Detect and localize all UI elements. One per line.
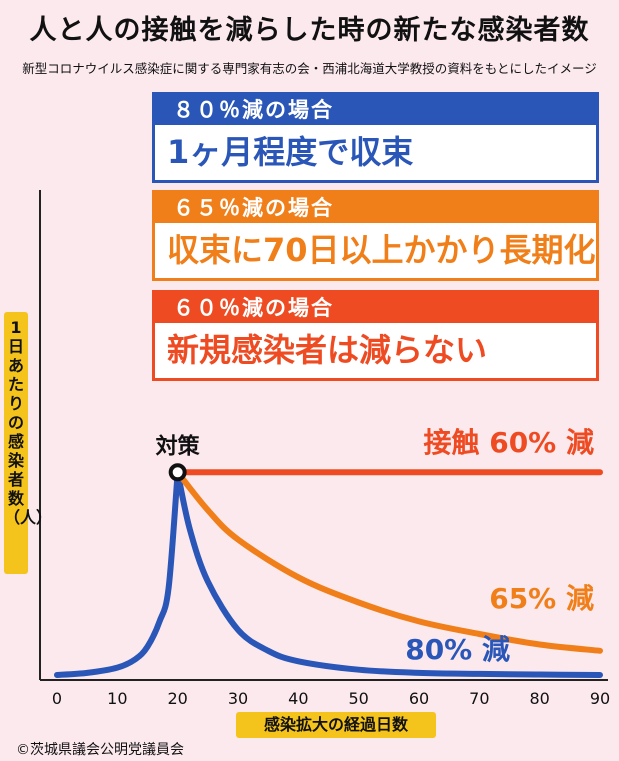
- x-tick-label: 0: [52, 689, 62, 708]
- scenario-card-65-body: 収束に70日以上かかり長期化: [167, 231, 596, 269]
- credit-text: ©茨城県議会公明党議員会: [16, 742, 184, 758]
- x-tick-label: 30: [228, 689, 248, 708]
- scenario-card-80-head: ８０％減の場合: [155, 95, 596, 125]
- scenario-card-60-head: ６０％減の場合: [155, 293, 596, 323]
- series-line-80: [174, 469, 603, 678]
- scenario-card-60-body: 新規感染者は減らない: [167, 331, 488, 369]
- scenario-card-80: ８０％減の場合 1ヶ月程度で収束: [152, 92, 599, 183]
- y-axis-label-text: 1日あたりの感染者数（人）: [4, 318, 53, 527]
- x-tick-label: 20: [167, 689, 187, 708]
- scenario-card-65-head: ６５％減の場合: [155, 193, 596, 223]
- x-tick-label: 40: [288, 689, 308, 708]
- x-tick-label: 10: [107, 689, 127, 708]
- x-tick-label: 60: [409, 689, 429, 708]
- x-tick-label: 80: [529, 689, 549, 708]
- x-tick-label: 90: [590, 689, 610, 708]
- x-tick-label: 70: [469, 689, 489, 708]
- series-label-80: 80% 減: [405, 633, 510, 666]
- intervention-marker: [168, 463, 187, 482]
- x-axis-label: 感染拡大の経過日数: [236, 712, 436, 738]
- series-line-rise: [54, 469, 181, 678]
- page-subtitle: 新型コロナウイルス感染症に関する専門家有志の会・西浦北海道大学教授の資料をもとに…: [22, 61, 597, 76]
- scenario-card-60: ６０％減の場合 新規感染者は減らない: [152, 290, 599, 381]
- series-label-65: 65% 減: [489, 582, 594, 615]
- series-line-65: [174, 469, 603, 654]
- scenario-card-65: ６５％減の場合 収束に70日以上かかり長期化: [152, 190, 599, 281]
- intervention-label: 対策: [156, 433, 201, 459]
- series-label-60: 接触 60% 減: [423, 426, 594, 459]
- y-axis-label: 1日あたりの感染者数（人）: [4, 312, 53, 574]
- scenario-card-80-body: 1ヶ月程度で収束: [167, 133, 414, 171]
- page-title: 人と人の接触を減らした時の新たな感染者数: [29, 15, 590, 46]
- x-tick-label: 50: [348, 689, 368, 708]
